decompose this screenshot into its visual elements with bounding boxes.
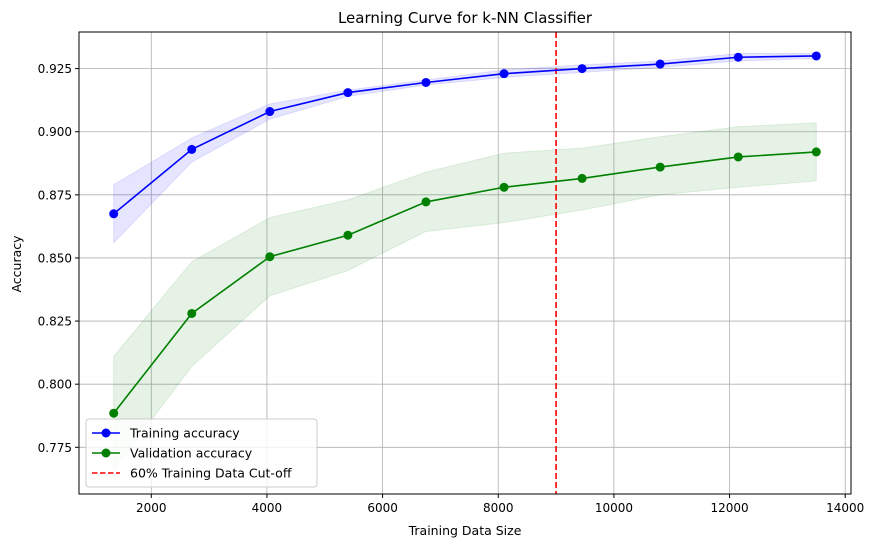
data-point-series-1: [577, 173, 587, 183]
data-point-series-1: [499, 182, 509, 192]
data-point-series-1: [265, 252, 275, 262]
data-point-series-1: [811, 147, 821, 157]
y-tick-label: 0.775: [38, 441, 72, 455]
data-point-series-0: [499, 69, 509, 79]
data-point-series-0: [577, 64, 587, 74]
chart-title: Learning Curve for k-NN Classifier: [338, 9, 593, 27]
y-tick-label: 0.900: [38, 125, 72, 139]
y-tick-label: 0.825: [38, 315, 72, 329]
x-tick-label: 2000: [136, 501, 167, 515]
x-tick-label: 4000: [252, 501, 283, 515]
data-point-series-0: [733, 52, 743, 62]
data-point-series-0: [811, 51, 821, 61]
series-line-1: [113, 151, 817, 414]
y-axis-ticks: 0.775 0.800 0.825 0.850 0.875 0.900 0.925: [38, 62, 79, 455]
legend: Training accuracy Validation accuracy 60…: [85, 418, 318, 488]
data-point-series-0: [421, 77, 431, 87]
legend-training-marker: [101, 428, 111, 438]
legend-validation-label: Validation accuracy: [130, 446, 253, 461]
x-tick-label: 14000: [826, 501, 864, 515]
legend-validation-marker: [101, 448, 111, 458]
x-tick-label: 8000: [483, 501, 514, 515]
axes-frame: [78, 31, 852, 495]
data-point-series-1: [655, 162, 665, 172]
series-lines: [113, 55, 817, 414]
data-point-series-0: [109, 209, 119, 219]
series-line-0: [113, 55, 817, 215]
plot-background: [79, 32, 851, 494]
data-point-series-0: [265, 107, 275, 117]
x-tick-label: 10000: [595, 501, 633, 515]
band-series-1: [113, 122, 817, 472]
x-axis-ticks: 2000 4000 6000 8000 10000 12000 14000: [136, 494, 864, 515]
x-tick-label: 6000: [367, 501, 398, 515]
data-point-series-0: [187, 144, 197, 154]
legend-training-label: Training accuracy: [129, 426, 240, 441]
x-tick-label: 12000: [710, 501, 748, 515]
data-point-series-0: [655, 59, 665, 69]
legend-cutoff-label: 60% Training Data Cut-off: [130, 466, 292, 481]
plot-area: [79, 32, 851, 494]
y-tick-label: 0.850: [38, 251, 72, 265]
y-tick-label: 0.875: [38, 188, 72, 202]
data-point-series-1: [421, 197, 431, 207]
y-tick-label: 0.925: [38, 62, 72, 76]
x-axis-label: Training Data Size: [408, 523, 522, 538]
series-markers: [109, 51, 821, 418]
y-axis-label: Accuracy: [9, 235, 24, 293]
data-point-series-1: [733, 152, 743, 162]
axes-border: [78, 31, 852, 495]
data-point-series-1: [343, 230, 353, 240]
data-point-series-1: [187, 308, 197, 318]
data-point-series-0: [343, 88, 353, 98]
data-point-series-1: [109, 408, 119, 418]
legend-box: [85, 418, 318, 488]
y-tick-label: 0.800: [38, 378, 72, 392]
